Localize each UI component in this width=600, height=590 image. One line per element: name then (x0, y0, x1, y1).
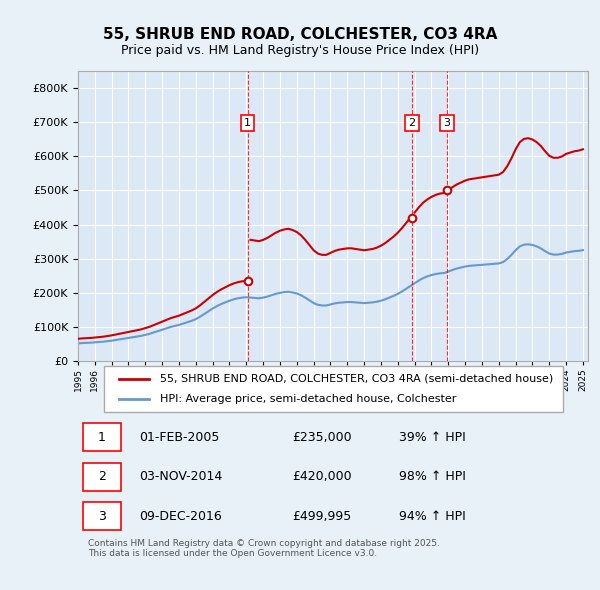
Text: £235,000: £235,000 (292, 431, 352, 444)
Text: Price paid vs. HM Land Registry's House Price Index (HPI): Price paid vs. HM Land Registry's House … (121, 44, 479, 57)
Point (442, 186, 452, 195)
Point (407, 213, 417, 222)
FancyBboxPatch shape (83, 502, 121, 530)
Text: 94% ↑ HPI: 94% ↑ HPI (400, 510, 466, 523)
Text: £499,995: £499,995 (292, 510, 352, 523)
Text: 09-DEC-2016: 09-DEC-2016 (139, 510, 222, 523)
FancyBboxPatch shape (83, 423, 121, 451)
Text: 39% ↑ HPI: 39% ↑ HPI (400, 431, 466, 444)
Text: 1: 1 (244, 118, 251, 128)
Text: Contains HM Land Registry data © Crown copyright and database right 2025.
This d: Contains HM Land Registry data © Crown c… (88, 539, 440, 558)
Text: 01-FEB-2005: 01-FEB-2005 (139, 431, 220, 444)
Text: 3: 3 (98, 510, 106, 523)
Text: 2: 2 (98, 470, 106, 483)
Text: 55, SHRUB END ROAD, COLCHESTER, CO3 4RA: 55, SHRUB END ROAD, COLCHESTER, CO3 4RA (103, 27, 497, 41)
Text: 1: 1 (98, 431, 106, 444)
Text: 55, SHRUB END ROAD, COLCHESTER, CO3 4RA (semi-detached house): 55, SHRUB END ROAD, COLCHESTER, CO3 4RA … (160, 373, 553, 384)
Point (243, 276, 253, 286)
Text: HPI: Average price, semi-detached house, Colchester: HPI: Average price, semi-detached house,… (160, 394, 456, 404)
Text: 03-NOV-2014: 03-NOV-2014 (139, 470, 223, 483)
FancyBboxPatch shape (83, 463, 121, 490)
Text: £420,000: £420,000 (292, 470, 352, 483)
FancyBboxPatch shape (104, 366, 563, 412)
Text: 98% ↑ HPI: 98% ↑ HPI (400, 470, 466, 483)
Text: 2: 2 (409, 118, 416, 128)
Text: 3: 3 (443, 118, 451, 128)
